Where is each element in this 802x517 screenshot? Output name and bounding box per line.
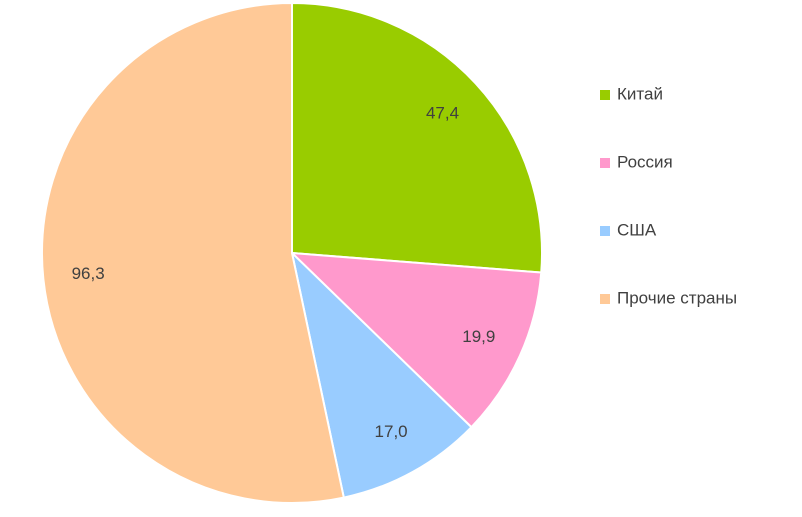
legend-swatch xyxy=(600,158,610,168)
data-label: 47,4 xyxy=(426,103,459,122)
legend-swatch xyxy=(600,226,610,236)
data-label: 96,3 xyxy=(72,264,105,283)
pie-slice xyxy=(289,251,543,429)
pie-slice xyxy=(291,1,543,274)
legend-label: Россия xyxy=(617,152,673,171)
legend-label: Китай xyxy=(617,84,663,103)
legend-label: Прочие страны xyxy=(617,288,737,307)
legend-swatch xyxy=(600,294,610,304)
data-label: 17,0 xyxy=(375,422,408,441)
legend-label: США xyxy=(617,220,657,239)
data-label: 19,9 xyxy=(462,327,495,346)
pie-slice xyxy=(290,249,473,499)
pie-slice xyxy=(41,1,345,504)
legend-swatch xyxy=(600,90,610,100)
